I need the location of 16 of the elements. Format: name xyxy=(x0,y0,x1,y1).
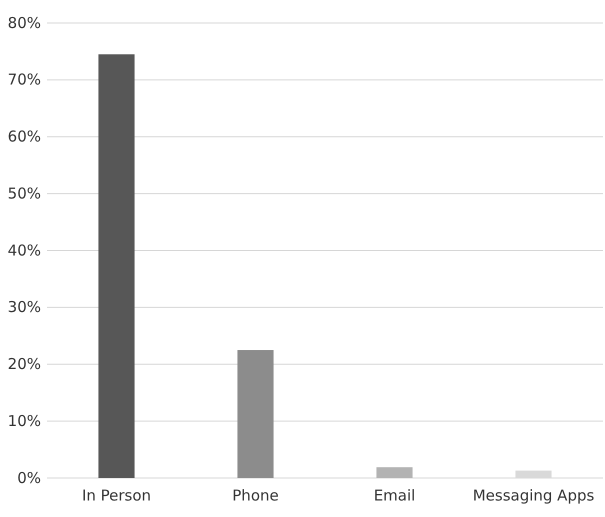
y-tick-label: 70% xyxy=(8,70,41,89)
x-tick-label: Phone xyxy=(232,486,279,505)
y-tick-label: 20% xyxy=(8,355,41,374)
bar xyxy=(376,467,413,478)
x-tick-label: In Person xyxy=(82,486,152,505)
bar xyxy=(98,54,135,478)
y-tick-label: 40% xyxy=(8,241,41,260)
y-tick-label: 0% xyxy=(17,468,41,487)
y-tick-label: 60% xyxy=(8,128,41,146)
x-tick-label: Messaging Apps xyxy=(472,486,594,505)
y-tick-label: 30% xyxy=(8,298,41,316)
y-tick-label: 50% xyxy=(8,184,41,202)
y-tick-label: 80% xyxy=(8,14,41,32)
y-tick-label: 10% xyxy=(8,412,41,430)
x-tick-label: Email xyxy=(374,486,416,505)
bar xyxy=(237,350,274,478)
